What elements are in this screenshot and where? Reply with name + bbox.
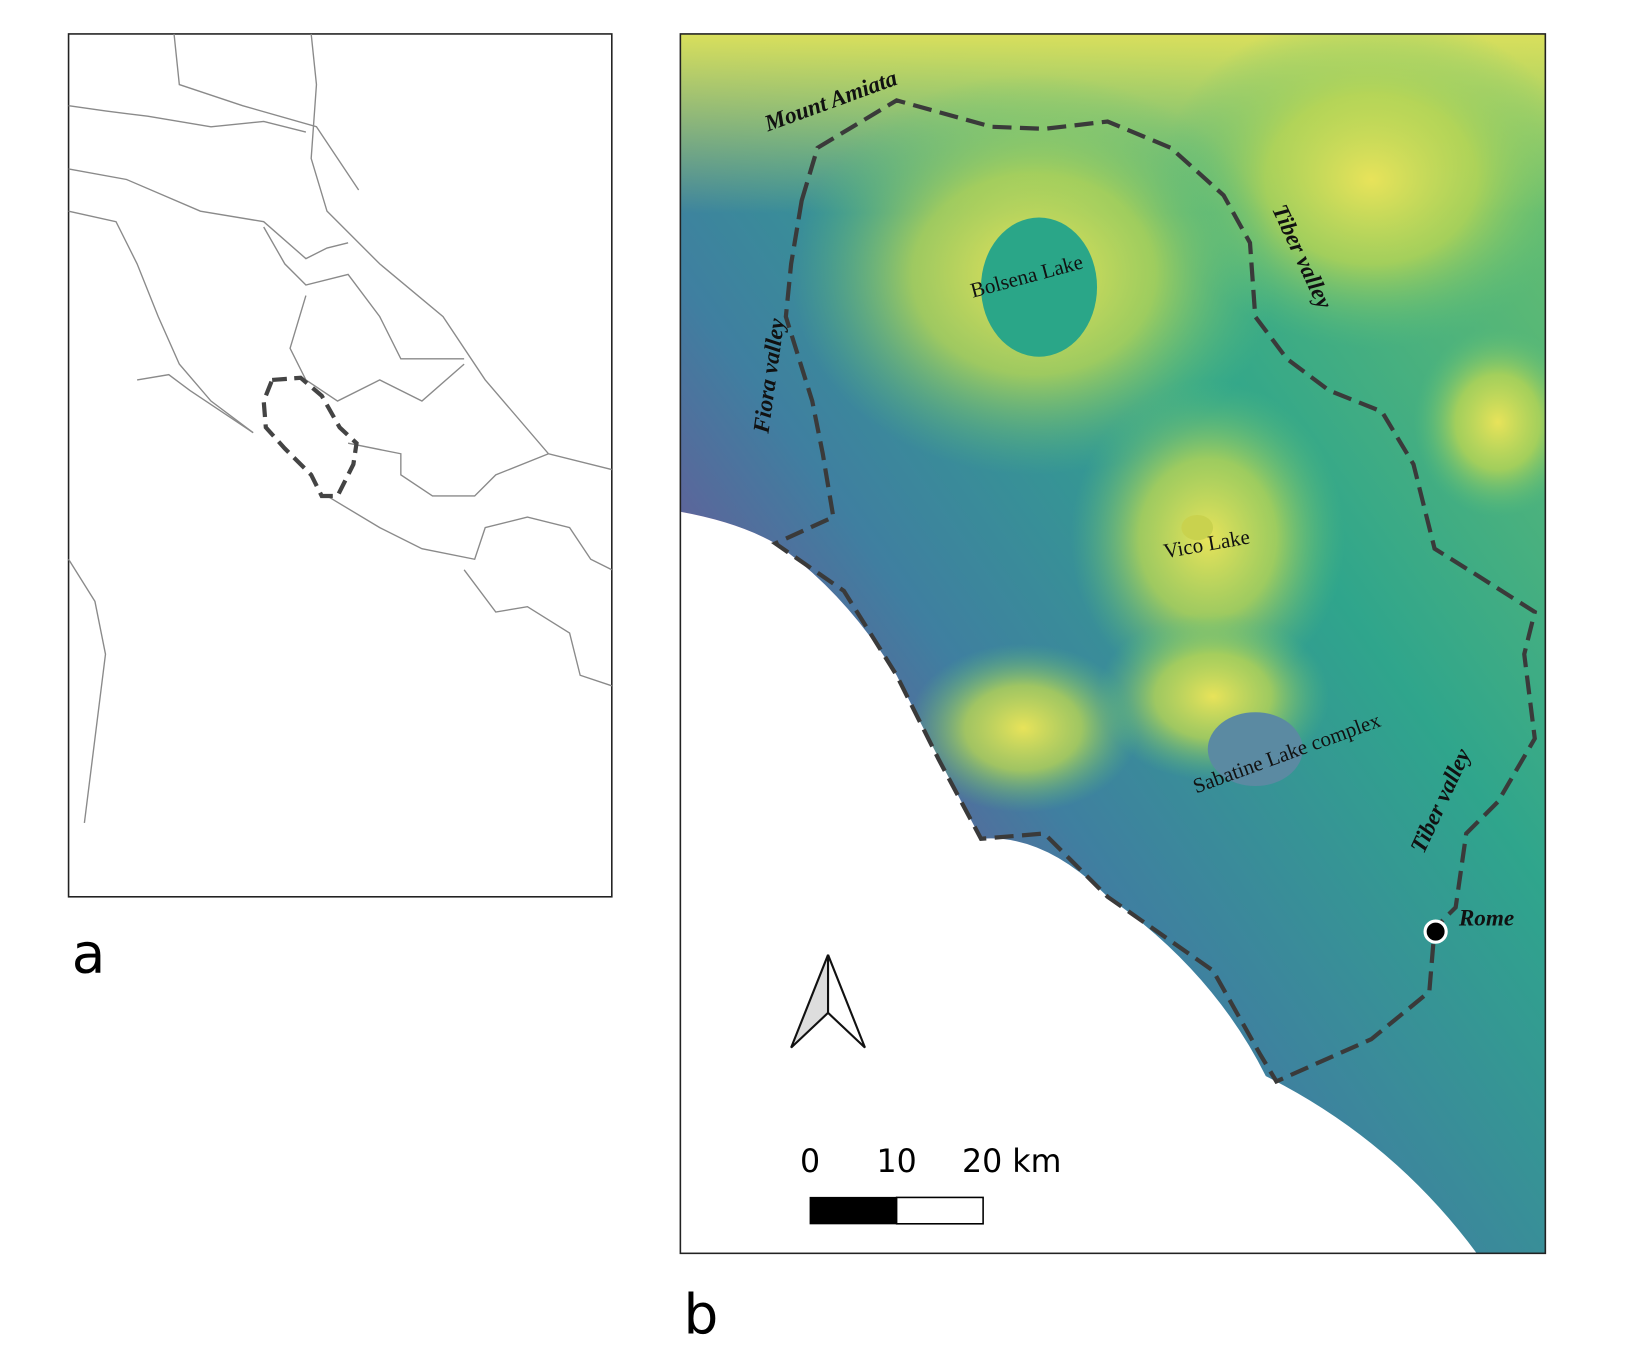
panel-label: b xyxy=(684,1283,719,1347)
scale-label: 10 xyxy=(876,1144,916,1180)
relief-map: Mount Amiata Tiber valley Fiora valley B… xyxy=(679,33,1547,1347)
study-area-outline xyxy=(261,375,359,499)
sabatine-lake xyxy=(1207,712,1303,787)
scale-label: 0 xyxy=(800,1144,820,1180)
panel-label: a xyxy=(72,922,106,986)
city-marker xyxy=(1423,919,1448,944)
place-label: Rome xyxy=(1458,905,1514,931)
north-arrow xyxy=(790,954,866,1049)
scale-bar: 0 10 20 km xyxy=(800,1144,1061,1225)
study-area-outline xyxy=(771,98,1538,1085)
sea xyxy=(680,511,1477,1254)
overview-map: a xyxy=(67,33,613,986)
region-borders xyxy=(67,33,613,824)
scale-label: 20 km xyxy=(962,1144,1061,1180)
bolsena-lake xyxy=(981,217,1098,357)
